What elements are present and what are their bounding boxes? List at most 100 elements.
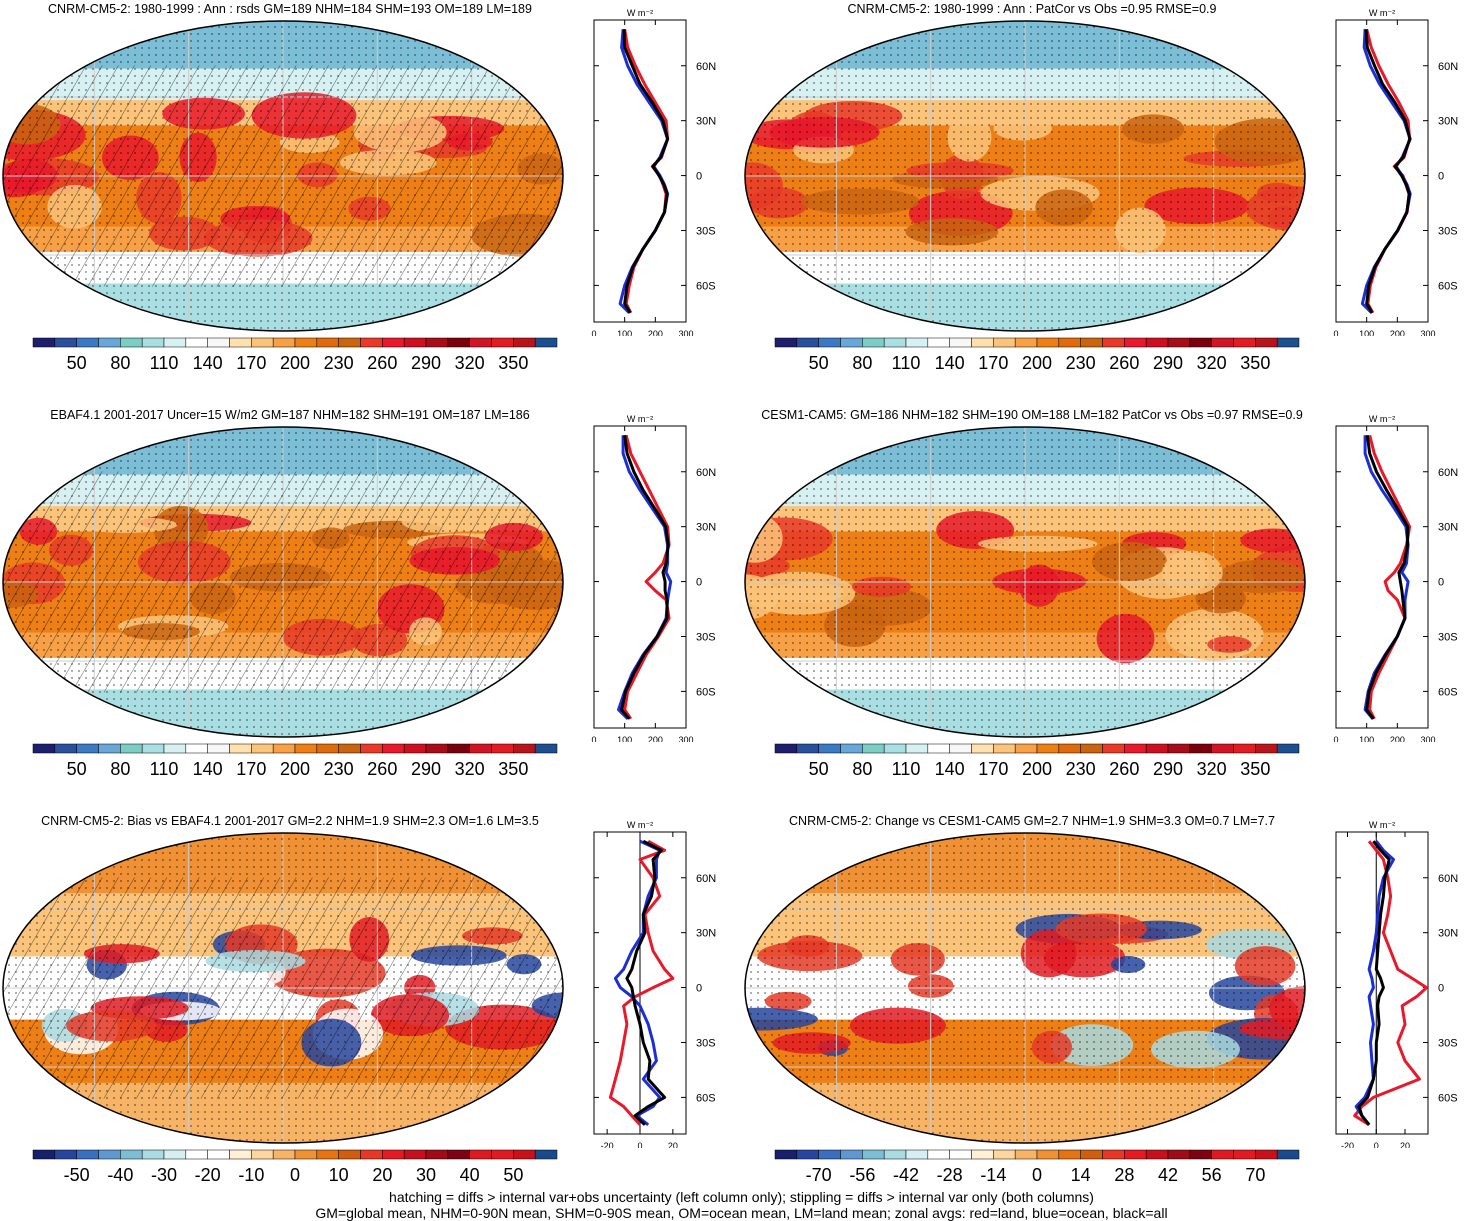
colorbar-swatch xyxy=(294,743,318,754)
colorbar-swatch xyxy=(774,1149,798,1160)
lat-tick-label: 30N xyxy=(1438,522,1458,534)
colorbar-swatch xyxy=(1036,337,1060,348)
colorbar-label: -10 xyxy=(238,1165,264,1185)
colorbar-swatch xyxy=(98,337,121,348)
chart-panel-5: CNRM-CM5-2: Bias vs EBAF4.1 2001-2017 GM… xyxy=(0,812,741,1215)
colorbar-label: 350 xyxy=(498,759,528,779)
colorbar-label: 290 xyxy=(1153,759,1183,779)
series-all xyxy=(620,435,670,720)
colorbar-label: 230 xyxy=(324,759,354,779)
lat-tick-label: 30N xyxy=(696,928,716,940)
x-tick-label: 0 xyxy=(1374,1141,1379,1148)
colorbar-swatch xyxy=(971,1149,994,1160)
colorbar-swatch xyxy=(1145,337,1169,348)
colorbar-swatch xyxy=(1014,743,1038,754)
series-land xyxy=(623,434,671,720)
colorbar-swatch xyxy=(382,337,405,348)
colorbar-swatch xyxy=(949,1149,972,1160)
colorbar-swatch xyxy=(316,337,339,348)
map-plot xyxy=(2,20,564,332)
series-ocean xyxy=(1360,29,1412,314)
colorbar-label: 80 xyxy=(110,759,130,779)
colorbar-swatch xyxy=(1036,1149,1060,1160)
map-plot xyxy=(744,832,1306,1144)
colorbar: 50 80 110 140 170 200 230 260 290 320 350 xyxy=(774,743,1300,779)
x-tick-label: 200 xyxy=(648,735,663,742)
colorbar-swatch xyxy=(1189,743,1212,754)
colorbar-label: 50 xyxy=(503,1165,523,1185)
colorbar-label: 320 xyxy=(1197,759,1227,779)
x-tick-label: 300 xyxy=(678,735,693,742)
colorbar-label: 28 xyxy=(1114,1165,1134,1185)
colorbar-label: 40 xyxy=(460,1165,480,1185)
colorbar-swatch xyxy=(883,337,907,348)
series-land xyxy=(1353,840,1429,1127)
profile-units: W m⁻² xyxy=(627,414,653,424)
x-tick-label: 0 xyxy=(637,1141,642,1148)
colorbar-label: 260 xyxy=(1109,353,1139,373)
colorbar-swatch xyxy=(272,743,296,754)
colorbar-swatch xyxy=(1145,743,1169,754)
colorbar-swatch xyxy=(229,337,252,348)
lat-tick-label: 60N xyxy=(696,467,716,479)
colorbar-swatch xyxy=(425,337,449,348)
colorbar-swatch xyxy=(949,337,972,348)
colorbar-swatch xyxy=(360,1149,383,1160)
colorbar-swatch xyxy=(491,743,514,754)
colorbar-swatch xyxy=(1124,743,1147,754)
colorbar-swatch xyxy=(54,337,77,348)
colorbar-swatch xyxy=(316,1149,339,1160)
colorbar-label: 290 xyxy=(411,353,441,373)
map-plot xyxy=(744,20,1306,332)
colorbar-label: 290 xyxy=(1153,353,1183,373)
colorbar-swatch xyxy=(1276,337,1300,348)
colorbar-swatch xyxy=(1080,337,1103,348)
colorbar: 50 80 110 140 170 200 230 260 290 320 350 xyxy=(32,743,558,779)
colorbar-swatch xyxy=(207,1149,230,1160)
colorbar-swatch xyxy=(1058,1149,1081,1160)
x-tick-label: 300 xyxy=(1420,329,1435,336)
colorbar-swatch xyxy=(534,1149,558,1160)
colorbar-swatch xyxy=(403,743,427,754)
colorbar-swatch xyxy=(338,743,361,754)
colorbar-swatch xyxy=(32,1149,56,1160)
colorbar-swatch xyxy=(1276,1149,1300,1160)
colorbar-swatch xyxy=(1255,337,1278,348)
colorbar-label: 50 xyxy=(67,759,87,779)
series-all xyxy=(1364,29,1412,314)
colorbar-label: 170 xyxy=(978,353,1008,373)
colorbar-label: -56 xyxy=(849,1165,875,1185)
lat-tick-label: 60N xyxy=(696,873,716,885)
colorbar-swatch xyxy=(1255,1149,1278,1160)
colorbar-label: 50 xyxy=(809,759,829,779)
x-tick-label: 200 xyxy=(1390,329,1405,336)
colorbar-swatch xyxy=(1211,743,1234,754)
zonal-profile: W m⁻² 60N 30N 0 30S 60S -20 0 20 xyxy=(1335,820,1458,1148)
colorbar-swatch xyxy=(1233,337,1256,348)
colorbar: 50 80 110 140 170 200 230 260 290 320 350 xyxy=(774,337,1300,373)
colorbar-label: 350 xyxy=(1240,353,1270,373)
colorbar-swatch xyxy=(1189,337,1212,348)
colorbar-swatch xyxy=(251,1149,274,1160)
x-tick-label: 100 xyxy=(617,329,632,336)
x-tick-label: 0 xyxy=(1333,329,1338,336)
colorbar-label: -42 xyxy=(893,1165,919,1185)
colorbar-swatch xyxy=(207,337,230,348)
colorbar-swatch xyxy=(294,1149,318,1160)
colorbar-swatch xyxy=(447,1149,470,1160)
colorbar-label: -40 xyxy=(107,1165,133,1185)
colorbar-swatch xyxy=(1124,337,1147,348)
panel-title: CNRM-CM5-2: 1980-1999 : Ann : PatCor vs … xyxy=(847,2,1217,16)
series-all xyxy=(625,839,667,1126)
colorbar-label: 56 xyxy=(1202,1165,1222,1185)
x-tick-label: -20 xyxy=(601,1141,614,1148)
colorbar-label: 230 xyxy=(1066,353,1096,373)
colorbar-label: 140 xyxy=(935,353,965,373)
x-tick-label: 200 xyxy=(1390,735,1405,742)
panel-title: CNRM-CM5-2: Bias vs EBAF4.1 2001-2017 GM… xyxy=(41,814,539,828)
colorbar-swatch xyxy=(32,743,56,754)
colorbar-label: -50 xyxy=(64,1165,90,1185)
colorbar-swatch xyxy=(818,743,841,754)
colorbar-swatch xyxy=(534,337,558,348)
zonal-profile: W m⁻² 60N 30N 0 30S 60S -20 0 20 xyxy=(593,820,716,1148)
